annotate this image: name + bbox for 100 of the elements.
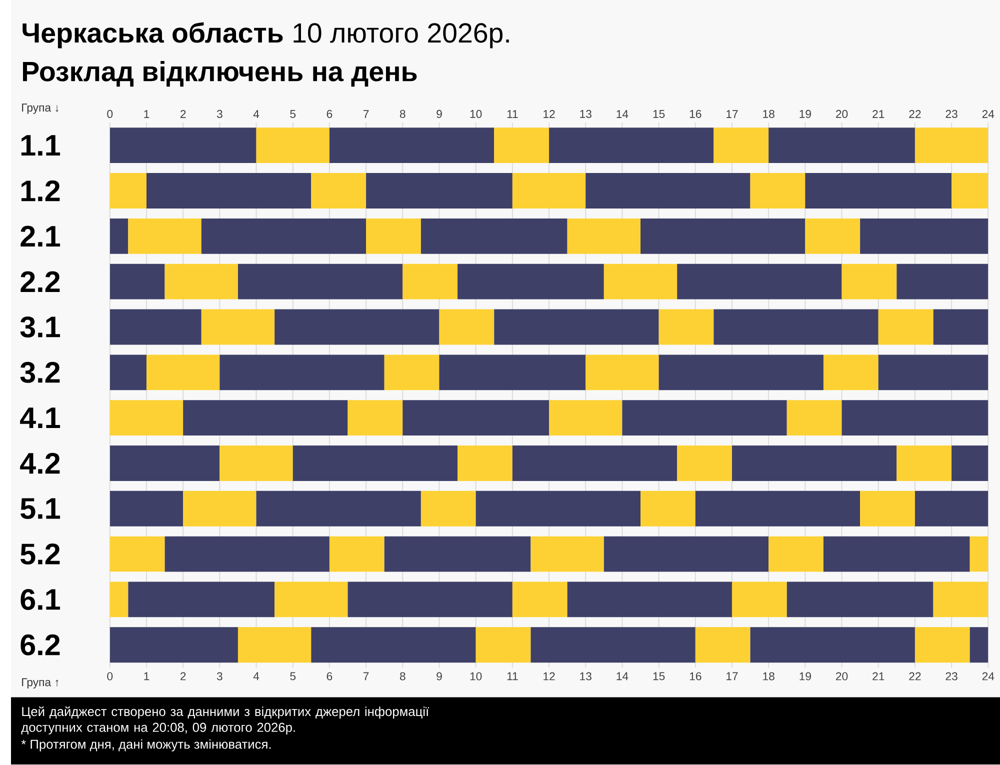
x2-tick-label: 18 (763, 672, 774, 681)
x2-tick-label: 15 (653, 672, 665, 680)
y-tick-label: 2.1 (20, 226, 60, 247)
y-tick-label: 5.2 (20, 544, 60, 565)
bar (110, 310, 202, 345)
bar (420, 218, 568, 254)
bar (640, 218, 806, 254)
x2-tick-label: 19 (800, 672, 811, 681)
bar (677, 264, 842, 300)
x2-tick-label: 23 (946, 672, 958, 681)
x2-tick-label: 10 (470, 672, 482, 681)
bar (128, 218, 202, 254)
bar (238, 264, 403, 300)
bar (695, 627, 750, 663)
bar (201, 218, 366, 254)
bar (494, 128, 550, 164)
x2-tick-label: 8 (400, 672, 406, 681)
bar (110, 218, 128, 254)
x2-tick-label: 20 (836, 672, 848, 681)
bar (110, 354, 146, 390)
bar (110, 627, 238, 663)
bar (750, 627, 915, 663)
bar (604, 264, 678, 300)
y-tick-label: 6.1 (20, 589, 60, 610)
bar (714, 128, 769, 164)
y-tick-label: 4.2 (20, 453, 60, 474)
x-tick-label: 18 (763, 110, 774, 118)
bar (860, 491, 915, 527)
x-tick-label: 14 (616, 110, 628, 118)
x-tick-label: 15 (653, 110, 665, 118)
bar (164, 264, 238, 300)
x-tick-label: 22 (909, 110, 921, 118)
y-tick-label: 2.2 (20, 271, 60, 292)
x2-tick-label: 9 (436, 672, 442, 681)
bar (110, 491, 184, 527)
bar (476, 627, 531, 663)
bar (677, 446, 732, 482)
bar (238, 627, 312, 663)
bar (567, 218, 640, 254)
bar (256, 128, 330, 164)
x-tick-label: 16 (690, 110, 702, 118)
bar (952, 446, 988, 482)
x2-tick-label: 5 (290, 672, 296, 680)
x2-tick-label: 1 (144, 672, 150, 680)
text: Цей дайджест створено за данними з відкритих джерел інформації доступних станом на 20:08, 09 лютого 2026р. (21, 706, 429, 735)
bar (366, 218, 421, 254)
x-tick-label: 24 (982, 110, 994, 118)
bar (458, 446, 512, 482)
bar (768, 128, 915, 164)
bar (420, 491, 476, 527)
text: Група ↑ (22, 678, 58, 689)
x-tick-label: 13 (580, 110, 592, 118)
bar (201, 310, 275, 345)
bar (476, 491, 640, 527)
x-tick-label: 6 (326, 110, 332, 118)
y-tick-label: 6.2 (20, 634, 60, 656)
bar (512, 446, 678, 482)
bar (494, 310, 659, 345)
bar (896, 264, 988, 300)
x-tick-label: 4 (253, 110, 260, 118)
bar (439, 310, 494, 345)
x2-tick-label: 24 (982, 672, 994, 680)
x-tick-label: 8 (400, 110, 406, 118)
x2-tick-label: 11 (507, 672, 518, 680)
x2-tick-label: 3 (216, 672, 222, 681)
y-tick-label: 4.1 (20, 408, 60, 428)
bar (311, 627, 476, 663)
bar (256, 491, 421, 527)
text: * Протягом дня, дані можуть змінюватися. (21, 740, 271, 752)
bar (805, 218, 860, 254)
bar (878, 354, 988, 390)
bar (732, 446, 897, 482)
x2-tick-label: 22 (909, 672, 921, 680)
y-tick-label: 5.1 (20, 498, 60, 520)
x2-tick-label: 21 (872, 672, 884, 680)
bar (586, 354, 659, 390)
bar (878, 310, 934, 345)
x2-tick-label: 16 (690, 672, 702, 681)
bar (714, 310, 878, 345)
bar (110, 264, 165, 300)
x2-tick-label: 17 (726, 672, 738, 680)
x-tick-label: 12 (544, 110, 555, 118)
x-tick-label: 2 (180, 110, 186, 118)
x2-tick-label: 13 (580, 672, 592, 681)
bar (658, 310, 714, 345)
x2-tick-label: 7 (363, 672, 369, 680)
y-tick-label: 1.1 (21, 135, 60, 156)
x-tick-label: 23 (946, 110, 958, 118)
x-tick-label: 21 (872, 110, 884, 118)
chart-subtitle: Розклад відключень на день (23, 61, 417, 87)
bar (329, 128, 494, 164)
x2-tick-label: 4 (253, 672, 260, 680)
x-tick-label: 5 (290, 110, 296, 118)
x2-tick-label: 2 (180, 672, 186, 680)
bar (842, 264, 897, 300)
x2-tick-label: 14 (616, 672, 628, 680)
bar (640, 491, 696, 527)
bar (439, 354, 586, 390)
x2-tick-label: 6 (326, 672, 332, 681)
x-tick-label: 17 (726, 110, 738, 118)
